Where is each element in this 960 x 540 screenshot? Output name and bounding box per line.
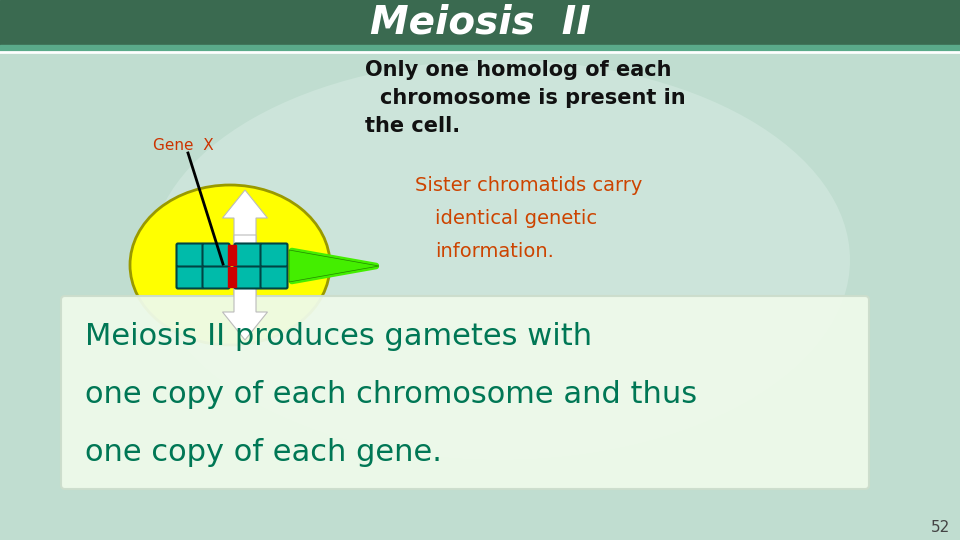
Bar — [0, 45, 960, 52]
Ellipse shape — [150, 60, 850, 460]
Text: Gene  X: Gene X — [153, 138, 214, 152]
Text: chromosome is present in: chromosome is present in — [380, 88, 685, 108]
Text: Only one homolog of each: Only one homolog of each — [365, 60, 671, 80]
Polygon shape — [289, 250, 379, 282]
FancyBboxPatch shape — [234, 244, 261, 267]
FancyArrow shape — [223, 235, 268, 340]
FancyBboxPatch shape — [203, 266, 229, 288]
Text: one copy of each chromosome and thus: one copy of each chromosome and thus — [85, 380, 697, 409]
Text: one copy of each gene.: one copy of each gene. — [85, 438, 442, 467]
Text: information.: information. — [435, 242, 554, 261]
FancyBboxPatch shape — [260, 266, 287, 288]
FancyBboxPatch shape — [203, 244, 229, 267]
Text: Meiosis II produces gametes with: Meiosis II produces gametes with — [85, 322, 592, 351]
Text: Sister chromatids carry: Sister chromatids carry — [415, 176, 642, 195]
Ellipse shape — [130, 185, 330, 345]
Text: identical genetic: identical genetic — [435, 209, 597, 228]
Text: Meiosis  II: Meiosis II — [370, 4, 590, 42]
Bar — [228, 267, 236, 287]
FancyBboxPatch shape — [234, 266, 261, 288]
FancyBboxPatch shape — [61, 296, 869, 489]
Text: the cell.: the cell. — [365, 116, 460, 136]
FancyBboxPatch shape — [177, 244, 204, 267]
Bar — [228, 245, 236, 265]
Bar — [0, 0, 960, 45]
Text: 52: 52 — [931, 520, 950, 535]
FancyArrow shape — [223, 190, 268, 295]
FancyBboxPatch shape — [260, 244, 287, 267]
FancyBboxPatch shape — [177, 266, 204, 288]
